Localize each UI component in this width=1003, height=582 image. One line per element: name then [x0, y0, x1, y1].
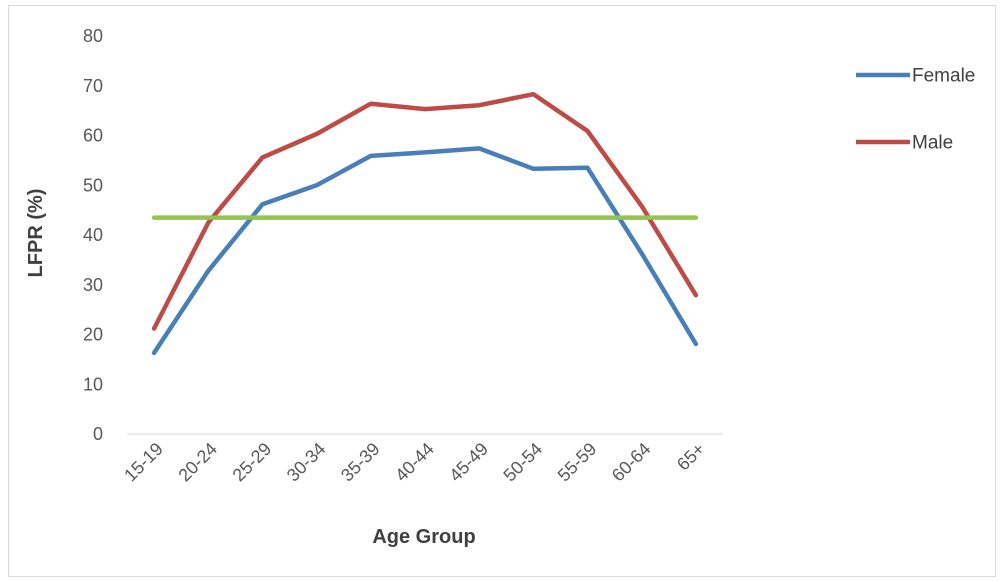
x-tick-label: 30-34 — [283, 439, 330, 486]
y-tick-label: 0 — [93, 424, 103, 444]
x-tick-label: 55-59 — [554, 439, 601, 486]
y-tick-label: 20 — [83, 325, 103, 345]
y-tick-label: 50 — [83, 175, 103, 195]
x-tick-label: 25-29 — [229, 439, 276, 486]
y-axis-title: LFPR (%) — [25, 189, 47, 278]
x-axis-ticks: 15-19 20-24 25-29 30-34 35-39 40-44 45-49 50-54… — [120, 439, 709, 486]
x-tick-label: 15-19 — [120, 439, 167, 486]
x-tick-label: 60-64 — [608, 439, 655, 486]
y-axis-ticks: 0 10 20 30 40 50 60 70 80 — [83, 26, 103, 444]
x-tick-label: 65+ — [673, 439, 709, 475]
x-tick-label: 50-54 — [499, 439, 546, 486]
x-tick-label: 45-49 — [445, 439, 492, 486]
x-tick-label: 40-44 — [391, 439, 438, 486]
y-tick-label: 60 — [83, 126, 103, 146]
x-tick-label: 35-39 — [337, 439, 384, 486]
legend: Female Male — [856, 66, 975, 154]
legend-label-female: Female — [912, 66, 975, 87]
y-tick-label: 40 — [83, 225, 103, 245]
y-tick-label: 30 — [83, 275, 103, 295]
y-tick-label: 10 — [83, 374, 103, 394]
series-line-male — [151, 91, 699, 331]
y-tick-label: 70 — [83, 76, 103, 96]
plot-series — [151, 91, 699, 356]
x-axis-title: Age Group — [372, 526, 475, 548]
series-line-female — [151, 146, 699, 356]
y-tick-label: 80 — [83, 26, 103, 46]
legend-label-male: Male — [912, 133, 953, 154]
x-tick-label: 20-24 — [174, 439, 221, 486]
